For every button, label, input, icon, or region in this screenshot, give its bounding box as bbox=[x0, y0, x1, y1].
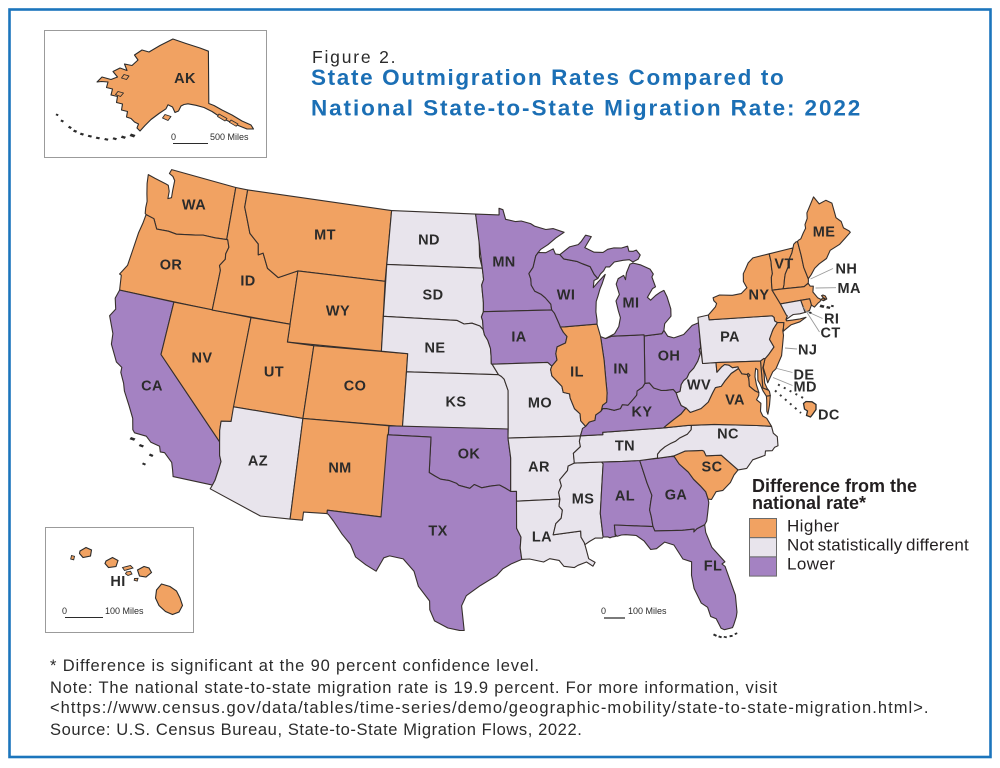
svg-text:VA: VA bbox=[725, 393, 745, 409]
svg-text:100 Miles: 100 Miles bbox=[628, 606, 667, 616]
svg-text:SD: SD bbox=[423, 288, 444, 304]
svg-text:Lower: Lower bbox=[787, 555, 835, 574]
svg-text:OR: OR bbox=[160, 258, 183, 274]
svg-text:AR: AR bbox=[528, 460, 550, 476]
svg-text:ME: ME bbox=[813, 225, 836, 241]
svg-text:GA: GA bbox=[665, 488, 688, 504]
svg-text:IN: IN bbox=[613, 362, 628, 378]
svg-text:CT: CT bbox=[821, 326, 841, 342]
svg-text:NV: NV bbox=[192, 351, 213, 367]
svg-text:Higher: Higher bbox=[787, 517, 839, 536]
svg-text:ID: ID bbox=[240, 274, 255, 290]
svg-text:VT: VT bbox=[774, 257, 793, 273]
svg-text:Note: The national state-to-st: Note: The national state-to-state migrat… bbox=[50, 679, 778, 697]
svg-text:SC: SC bbox=[702, 460, 723, 476]
svg-text:UT: UT bbox=[264, 365, 284, 381]
svg-text:State Outmigration Rates Compa: State Outmigration Rates Compared to bbox=[311, 65, 785, 90]
svg-text:RI: RI bbox=[824, 312, 839, 328]
svg-text:OH: OH bbox=[658, 349, 681, 365]
svg-text:national rate*: national rate* bbox=[752, 493, 866, 513]
svg-text:500 Miles: 500 Miles bbox=[210, 132, 249, 142]
svg-text:ND: ND bbox=[418, 233, 440, 249]
svg-text:CO: CO bbox=[344, 379, 367, 395]
svg-text:PA: PA bbox=[720, 330, 740, 346]
svg-text:NJ: NJ bbox=[798, 343, 817, 359]
svg-text:DE: DE bbox=[794, 368, 815, 384]
svg-text:MD: MD bbox=[794, 380, 817, 396]
svg-text:WY: WY bbox=[326, 304, 350, 320]
svg-text:WV: WV bbox=[687, 378, 711, 394]
svg-text:NH: NH bbox=[836, 261, 858, 277]
svg-text:AZ: AZ bbox=[248, 454, 268, 470]
svg-text:NE: NE bbox=[425, 341, 446, 357]
svg-text:IL: IL bbox=[570, 365, 584, 381]
svg-text:MI: MI bbox=[623, 296, 640, 312]
svg-text:FL: FL bbox=[704, 559, 723, 575]
svg-text:Difference from the: Difference from the bbox=[752, 476, 917, 496]
svg-text:IA: IA bbox=[511, 330, 526, 346]
svg-text:<https://www.census.gov/data/t: <https://www.census.gov/data/tables/time… bbox=[50, 699, 930, 717]
svg-text:KS: KS bbox=[446, 395, 467, 411]
svg-text:MN: MN bbox=[492, 255, 515, 271]
svg-text:HI: HI bbox=[110, 574, 125, 590]
svg-text:MT: MT bbox=[314, 228, 336, 244]
svg-text:Figure 2.: Figure 2. bbox=[312, 47, 397, 67]
svg-text:TX: TX bbox=[428, 524, 447, 540]
svg-text:0: 0 bbox=[601, 606, 606, 616]
svg-text:NY: NY bbox=[749, 288, 770, 304]
svg-text:MO: MO bbox=[528, 396, 552, 412]
svg-text:OK: OK bbox=[458, 447, 481, 463]
svg-text:CA: CA bbox=[141, 379, 163, 395]
svg-text:MS: MS bbox=[572, 492, 595, 508]
svg-text:MA: MA bbox=[838, 281, 861, 297]
svg-text:DC: DC bbox=[818, 408, 840, 424]
svg-text:National State-to-State Migrat: National State-to-State Migration Rate: … bbox=[311, 96, 862, 121]
svg-text:NM: NM bbox=[328, 461, 351, 477]
svg-text:0: 0 bbox=[171, 132, 176, 142]
svg-text:AL: AL bbox=[615, 489, 635, 505]
svg-text:* Difference is significant at: * Difference is significant at the 90 pe… bbox=[50, 657, 540, 675]
svg-text:Source: U.S. Census Bureau, St: Source: U.S. Census Bureau, State-to-Sta… bbox=[50, 721, 582, 739]
svg-text:0: 0 bbox=[62, 606, 67, 616]
svg-text:LA: LA bbox=[532, 530, 552, 546]
svg-text:AK: AK bbox=[174, 71, 196, 87]
svg-text:NC: NC bbox=[717, 427, 739, 443]
svg-text:100 Miles: 100 Miles bbox=[105, 606, 144, 616]
svg-text:WA: WA bbox=[182, 198, 206, 214]
svg-text:WI: WI bbox=[557, 288, 576, 304]
svg-text:TN: TN bbox=[615, 439, 635, 455]
svg-text:Not statistically different: Not statistically different bbox=[787, 536, 969, 555]
svg-text:KY: KY bbox=[632, 405, 653, 421]
